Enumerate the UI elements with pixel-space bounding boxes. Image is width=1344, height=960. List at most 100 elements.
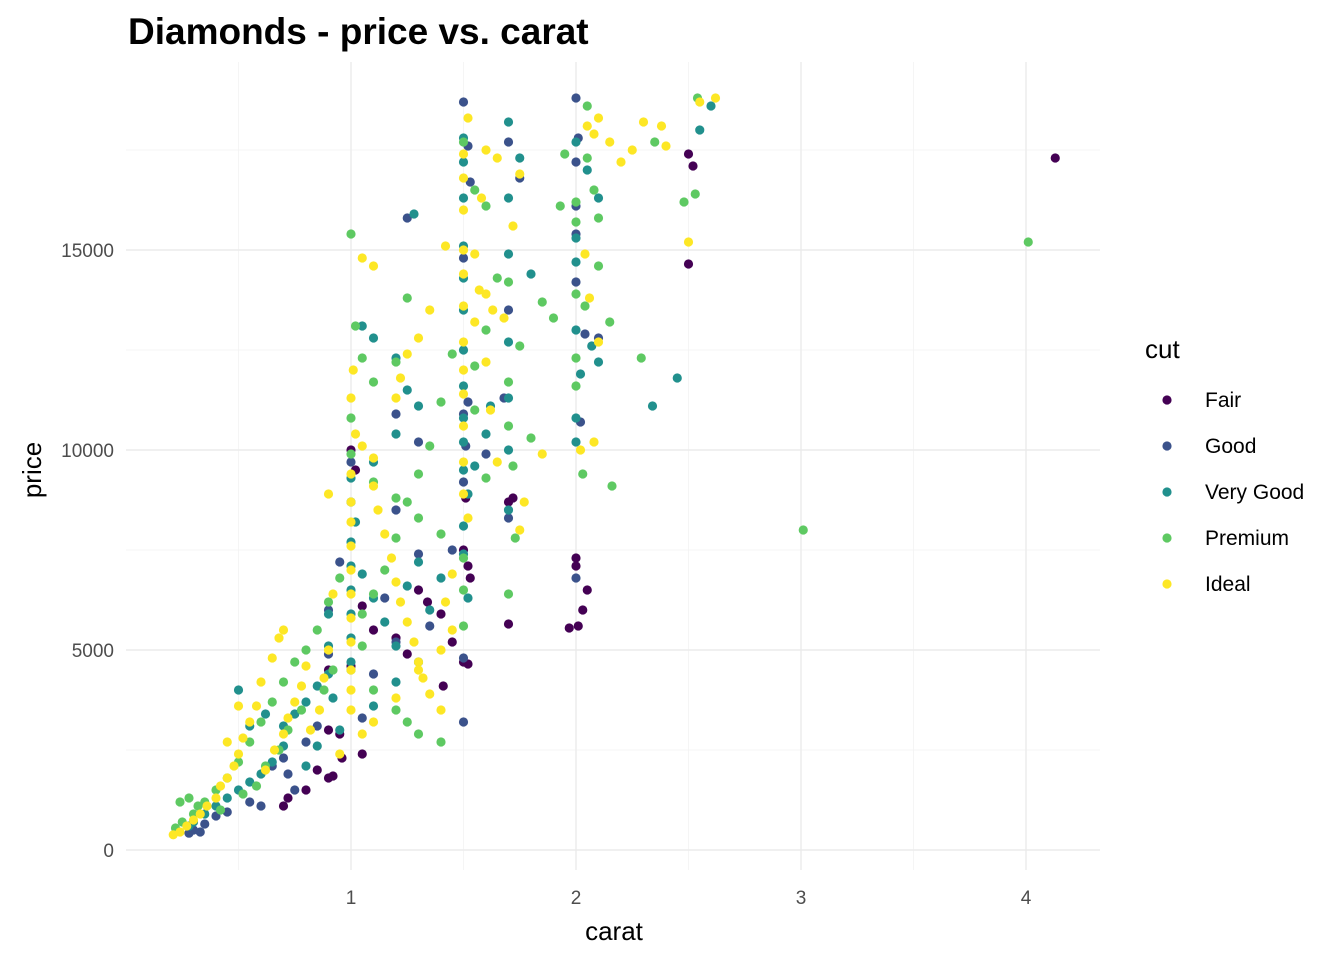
legend-label: Very Good — [1205, 481, 1304, 504]
data-point — [380, 617, 390, 627]
data-point — [488, 305, 498, 315]
data-point — [458, 653, 469, 663]
data-point — [503, 337, 514, 347]
data-point — [458, 389, 469, 399]
data-point — [357, 569, 367, 579]
data-point — [474, 285, 484, 295]
data-point — [555, 201, 565, 211]
data-point — [515, 525, 525, 535]
data-point — [447, 625, 457, 635]
data-point — [679, 197, 689, 207]
legend-label: Ideal — [1205, 573, 1251, 596]
major-gridlines — [126, 62, 1100, 870]
data-point — [229, 761, 239, 771]
data-point — [283, 769, 293, 779]
data-point — [571, 137, 581, 147]
data-point — [458, 413, 469, 423]
data-point — [503, 445, 514, 455]
y-tick-label: 5000 — [72, 641, 114, 662]
data-point — [695, 125, 705, 135]
data-point — [391, 357, 401, 367]
data-point — [436, 573, 446, 583]
data-point — [584, 293, 595, 303]
data-point — [503, 117, 514, 127]
data-point — [346, 657, 356, 667]
data-point — [357, 253, 367, 263]
data-point — [233, 749, 244, 759]
data-point — [470, 361, 480, 371]
data-point — [436, 529, 446, 539]
data-point — [458, 477, 469, 487]
legend-key — [1162, 441, 1172, 451]
data-point — [368, 625, 379, 635]
data-point — [368, 481, 379, 491]
x-tick-label: 4 — [1021, 888, 1032, 909]
series-ideal — [168, 93, 721, 840]
data-point — [386, 553, 397, 563]
data-point — [508, 221, 518, 231]
data-point — [335, 725, 345, 735]
data-point — [481, 449, 491, 459]
data-point — [296, 681, 307, 691]
data-point — [413, 657, 424, 667]
data-point — [578, 605, 588, 615]
data-point — [425, 689, 435, 699]
data-point — [458, 457, 469, 467]
data-point — [260, 709, 271, 719]
data-point — [222, 773, 232, 783]
data-point — [458, 421, 469, 431]
data-point — [580, 329, 590, 339]
data-point — [503, 277, 514, 287]
data-point — [335, 557, 345, 567]
legend-label: Good — [1205, 435, 1256, 458]
chart-title: Diamonds - price vs. carat — [128, 11, 589, 52]
data-point — [503, 377, 514, 387]
data-point — [447, 637, 457, 647]
data-point — [319, 673, 329, 683]
data-point — [402, 717, 412, 727]
data-point — [695, 97, 705, 107]
data-point — [447, 349, 457, 359]
data-point — [571, 325, 581, 335]
data-point — [256, 677, 266, 687]
data-point — [202, 801, 212, 811]
data-point — [328, 589, 338, 599]
data-point — [465, 573, 475, 583]
data-point — [373, 505, 383, 515]
data-point — [215, 805, 226, 815]
data-point — [436, 705, 446, 715]
data-point — [636, 353, 646, 363]
data-point — [458, 157, 469, 167]
data-point — [593, 337, 604, 347]
data-point — [458, 301, 469, 311]
data-point — [571, 197, 581, 207]
x-tick-label: 2 — [571, 888, 582, 909]
data-point — [368, 701, 379, 711]
data-point — [168, 830, 178, 840]
data-point — [627, 145, 637, 155]
data-point — [458, 437, 469, 447]
data-point — [458, 253, 469, 263]
data-point — [391, 409, 401, 419]
data-point — [368, 333, 379, 343]
data-point — [195, 809, 205, 819]
data-point — [357, 609, 367, 619]
data-point — [481, 289, 491, 299]
data-point — [575, 369, 586, 379]
data-point — [357, 641, 367, 651]
data-point — [357, 601, 367, 611]
data-point — [582, 585, 592, 595]
data-point — [1050, 153, 1060, 163]
data-point — [1023, 237, 1033, 247]
legend-key — [1162, 579, 1172, 589]
data-point — [346, 413, 356, 423]
data-point — [175, 797, 185, 807]
data-point — [222, 737, 232, 747]
data-point — [346, 457, 356, 467]
data-point — [274, 633, 284, 643]
y-tick-label: 15000 — [61, 241, 114, 262]
data-point — [413, 557, 424, 567]
data-point — [503, 193, 514, 203]
data-point — [683, 237, 694, 247]
legend-key — [1162, 533, 1172, 543]
